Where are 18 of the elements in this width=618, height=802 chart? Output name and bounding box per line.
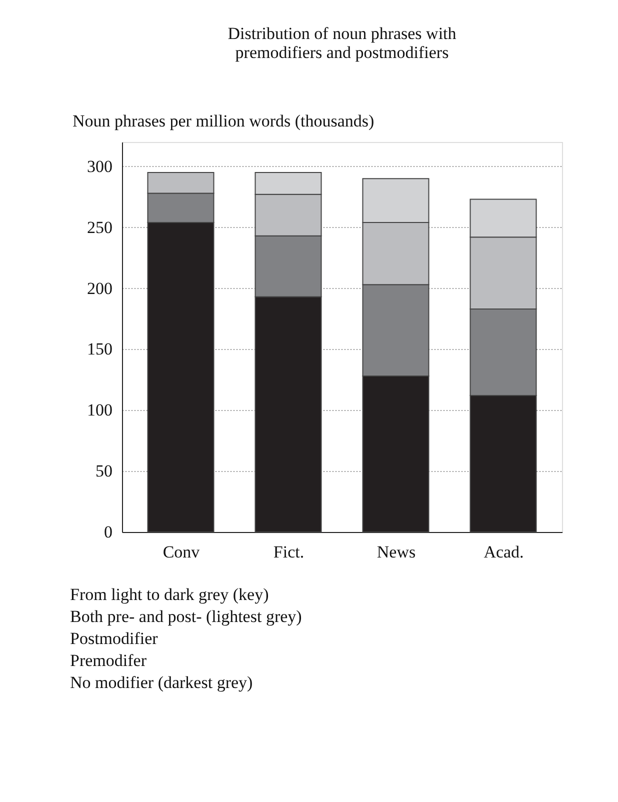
chart-title: Distribution of noun phrases with premodifiers and postmodifiers [228, 24, 457, 62]
y-tick-label: 50 [96, 462, 112, 481]
y-tick-label: 100 [87, 400, 112, 420]
y-tick-label: 250 [87, 218, 112, 237]
y-tick-label: 0 [104, 522, 112, 542]
text: No modifier (darkest grey) [70, 673, 253, 692]
y-tick-label: 150 [87, 340, 112, 359]
x-tick-label: Fict. [273, 542, 304, 562]
y-axis-title: Noun phrases per million words (thousands) [72, 112, 374, 130]
x-tick-label: Conv [162, 542, 200, 562]
x-tick-label: Acad. [484, 542, 524, 562]
x-tick-label: News [376, 542, 416, 562]
text: Both pre- and post- (lightest grey) [70, 607, 302, 626]
text: Premodifer [70, 651, 147, 670]
text: From light to dark grey (key) [70, 585, 269, 604]
y-tick-label: 300 [87, 156, 112, 176]
text: Postmodifier [70, 629, 158, 648]
y-tick-label: 200 [87, 278, 112, 298]
